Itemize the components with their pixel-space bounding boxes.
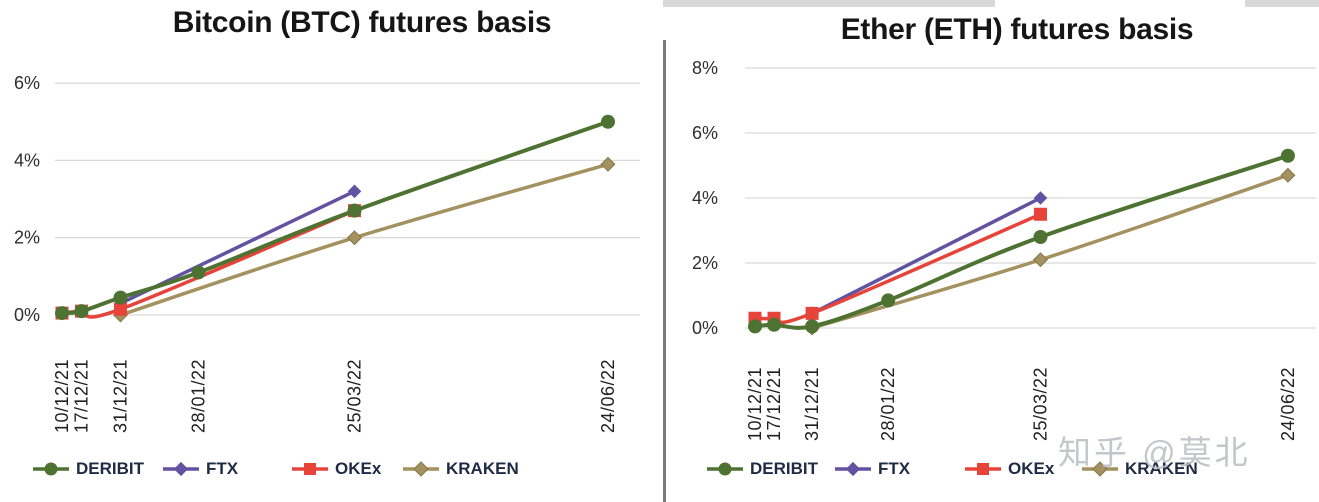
okex-marker bbox=[113, 302, 127, 316]
deribit-marker bbox=[74, 304, 89, 319]
okex-marker bbox=[1033, 207, 1047, 221]
chart-divider bbox=[663, 40, 666, 502]
y-tick-label: 6% bbox=[14, 73, 40, 93]
okex-marker bbox=[805, 306, 819, 320]
x-tick-label: 28/01/22 bbox=[188, 359, 208, 433]
legend-label: DERIBIT bbox=[76, 459, 144, 478]
kraken-marker bbox=[1280, 167, 1296, 183]
deribit-marker bbox=[767, 317, 782, 332]
ftx-legend-marker-icon bbox=[835, 461, 871, 477]
legend-label: DERIBIT bbox=[750, 459, 818, 478]
y-tick-label: 8% bbox=[692, 58, 718, 78]
legend-label: FTX bbox=[206, 459, 239, 478]
y-tick-label: 2% bbox=[692, 253, 718, 273]
kraken-marker bbox=[600, 156, 616, 172]
deribit-marker bbox=[191, 265, 206, 280]
legend-item-kraken: KRAKEN bbox=[403, 458, 519, 480]
deribit-marker bbox=[1280, 148, 1295, 163]
kraken-series-line bbox=[118, 162, 610, 317]
deribit-series-line bbox=[60, 119, 610, 316]
x-tick-label: 31/12/21 bbox=[802, 367, 822, 441]
x-tick-label: 17/12/21 bbox=[764, 367, 784, 441]
x-tick-label: 28/01/22 bbox=[878, 367, 898, 441]
legend-item-kraken: KRAKEN bbox=[1082, 458, 1198, 480]
top-grey-strip bbox=[1245, 0, 1319, 7]
legend-label: KRAKEN bbox=[446, 459, 519, 478]
legend-item-okex: OKEx bbox=[292, 458, 381, 480]
x-tick-label: 25/03/22 bbox=[1030, 367, 1050, 441]
x-tick-label: 10/12/21 bbox=[745, 367, 765, 441]
legend-label: OKEx bbox=[335, 459, 382, 478]
kraken-marker bbox=[1032, 252, 1048, 268]
ftx-marker bbox=[1033, 191, 1048, 205]
okex-legend-marker-icon bbox=[965, 463, 1001, 475]
x-tick-label: 25/03/22 bbox=[344, 359, 364, 433]
btc-chart-title: Bitcoin (BTC) futures basis bbox=[172, 6, 552, 39]
legend-label: OKEx bbox=[1008, 459, 1055, 478]
x-tick-label: 24/06/22 bbox=[598, 359, 618, 433]
deribit-legend-marker-icon bbox=[707, 462, 743, 476]
ftx-marker bbox=[347, 184, 362, 199]
okex-legend-marker-icon bbox=[292, 463, 328, 475]
deribit-legend-marker-icon bbox=[33, 462, 69, 476]
legend-item-ftx: FTX bbox=[835, 458, 910, 480]
y-tick-label: 2% bbox=[14, 228, 40, 248]
legend-item-okex: OKEx bbox=[965, 458, 1054, 480]
y-tick-label: 4% bbox=[14, 150, 40, 170]
y-tick-label: 4% bbox=[692, 188, 718, 208]
legend-item-deribit: DERIBIT bbox=[33, 458, 144, 480]
legend-label: KRAKEN bbox=[1125, 459, 1198, 478]
kraken-legend-marker-icon bbox=[403, 461, 439, 477]
top-grey-strip bbox=[663, 0, 995, 7]
legend-item-ftx: FTX bbox=[163, 458, 238, 480]
deribit-marker bbox=[1033, 230, 1048, 244]
y-tick-label: 6% bbox=[692, 123, 718, 143]
deribit-marker bbox=[881, 293, 896, 308]
deribit-marker bbox=[113, 290, 128, 305]
kraken-legend-marker-icon bbox=[1082, 461, 1118, 477]
legend-item-deribit: DERIBIT bbox=[707, 458, 818, 480]
x-tick-label: 10/12/21 bbox=[52, 359, 72, 433]
x-tick-label: 24/06/22 bbox=[1278, 367, 1298, 441]
deribit-marker bbox=[805, 319, 820, 334]
eth-chart-title: Ether (ETH) futures basis bbox=[840, 13, 1194, 46]
deribit-marker bbox=[600, 114, 615, 129]
deribit-marker bbox=[55, 306, 69, 321]
kraken-marker bbox=[347, 230, 362, 246]
ftx-series-line bbox=[810, 196, 1043, 316]
deribit-marker bbox=[347, 203, 362, 218]
deribit-marker bbox=[748, 319, 762, 334]
legend-label: FTX bbox=[878, 459, 911, 478]
y-tick-label: 0% bbox=[692, 318, 718, 338]
y-tick-label: 0% bbox=[14, 305, 40, 325]
x-tick-label: 17/12/21 bbox=[71, 359, 91, 433]
x-tick-label: 31/12/21 bbox=[110, 359, 130, 433]
ftx-legend-marker-icon bbox=[163, 461, 199, 477]
